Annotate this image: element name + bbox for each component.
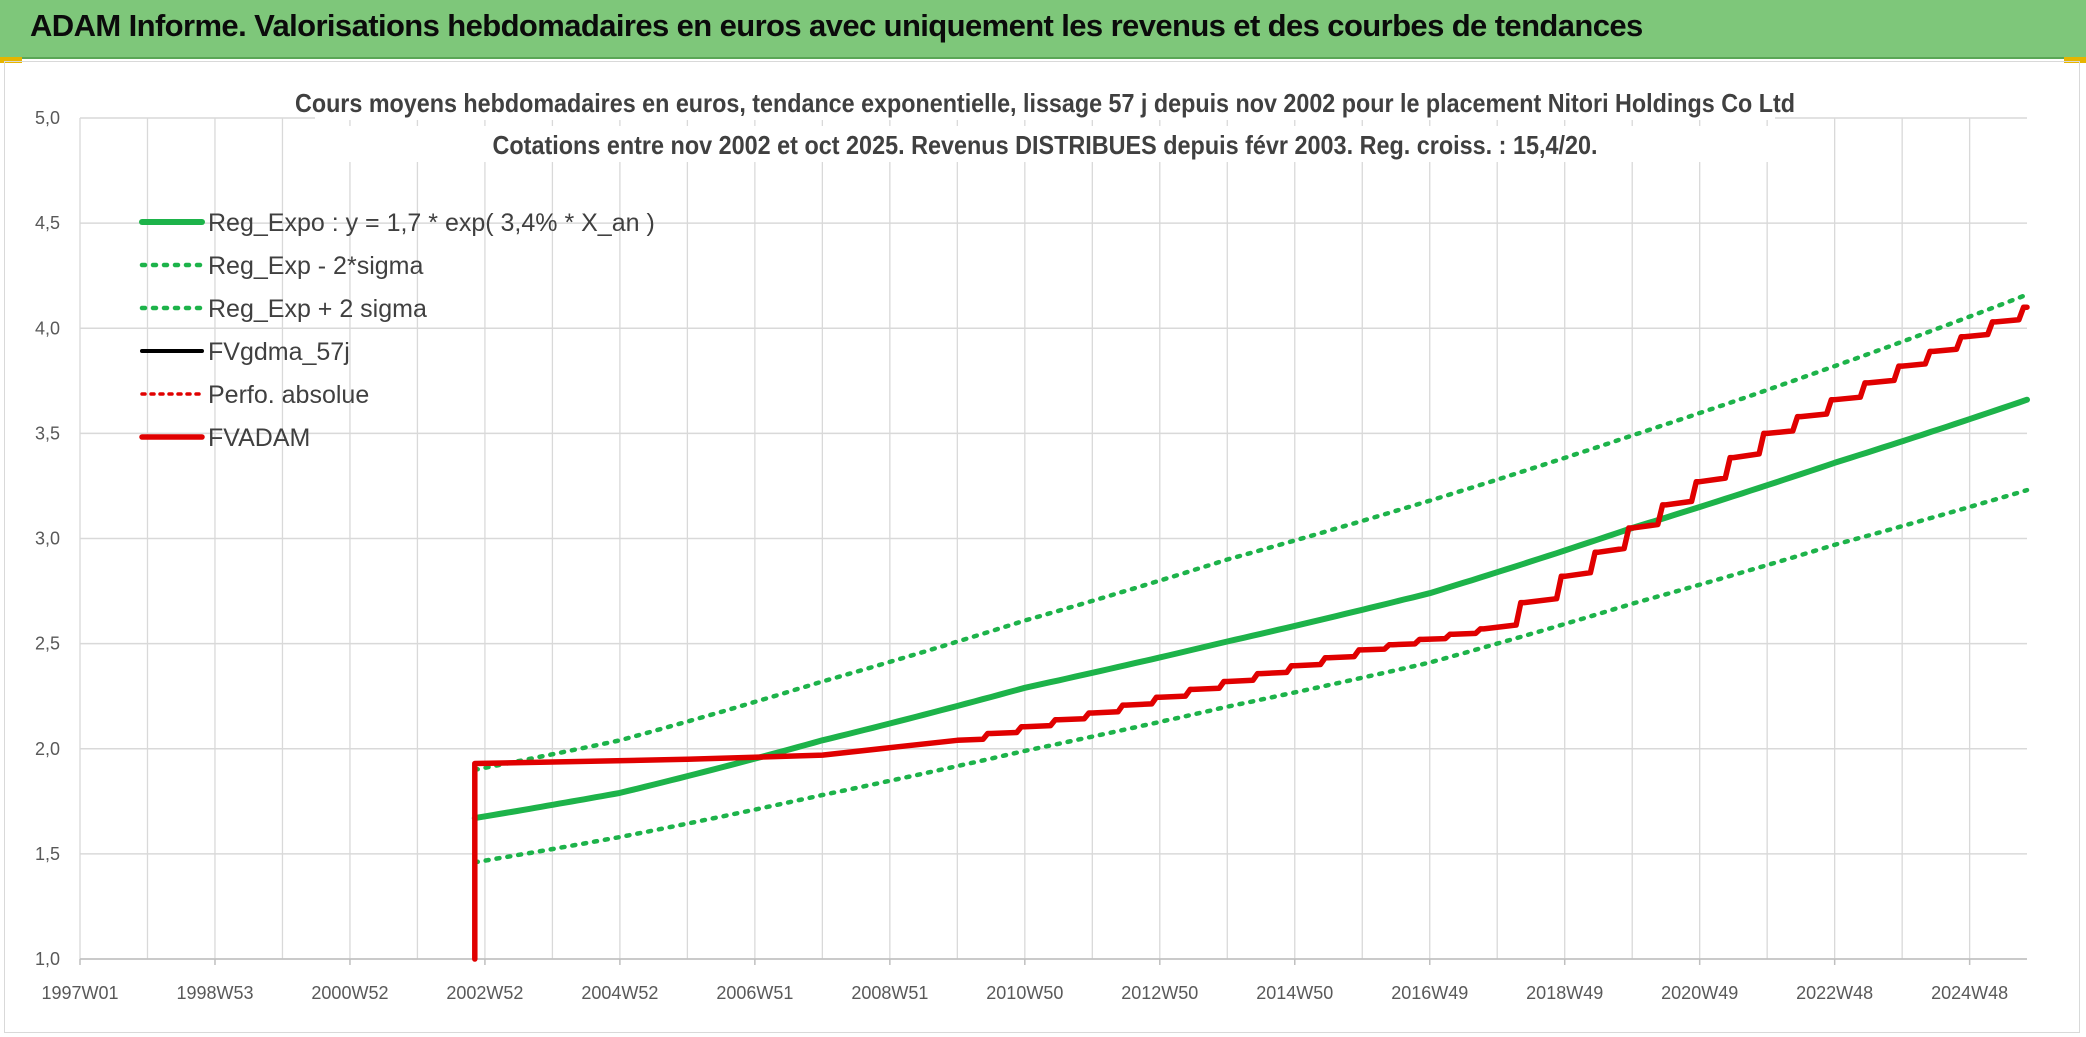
x-tick-label: 2012W50 <box>1121 983 1198 1003</box>
series-line <box>471 396 2030 822</box>
chart-title-line: Cours moyens hebdomadaires en euros, ten… <box>295 88 1795 118</box>
x-tick-label: 2020W49 <box>1661 983 1738 1003</box>
x-tick-label: 1998W53 <box>176 983 253 1003</box>
y-tick-label: 4,5 <box>35 213 60 233</box>
x-tick-label: 2008W51 <box>851 983 928 1003</box>
chart-title-line: Cotations entre nov 2002 et oct 2025. Re… <box>493 130 1598 160</box>
legend-label: Perfo. absolue <box>208 381 369 409</box>
title-bg <box>315 126 1775 162</box>
y-tick-label: 2,0 <box>35 739 60 759</box>
x-tick-label: 2024W48 <box>1931 983 2008 1003</box>
chart-title: Cours moyens hebdomadaires en euros, ten… <box>295 84 1795 162</box>
x-tick-label: 2000W52 <box>311 983 388 1003</box>
y-tick-label: 3,5 <box>35 423 60 443</box>
y-tick-label: 2,5 <box>35 634 60 654</box>
x-tick-label: 2022W48 <box>1796 983 1873 1003</box>
corner-mark-left <box>0 57 22 63</box>
x-tick-label: 1997W01 <box>41 983 118 1003</box>
legend-label: FVADAM <box>208 424 310 452</box>
legend-label: FVgdma_57j <box>208 338 350 366</box>
legend: Reg_Expo : y = 1,7 * exp( 3,4% * X_an ) R… <box>139 209 655 452</box>
x-tick-label: 2002W52 <box>446 983 523 1003</box>
y-tick-label: 1,5 <box>35 844 60 864</box>
series <box>471 292 2030 962</box>
chart-frame <box>4 61 2080 1033</box>
axes: 1,0 1,5 2,0 2,5 3,0 3,5 4,0 4,5 5,0 1997W01 1998W5… <box>35 108 2027 1003</box>
x-tick-label: 2014W50 <box>1256 983 1333 1003</box>
title-bg <box>315 84 1775 120</box>
legend-label: Reg_Exp + 2 sigma <box>208 295 427 323</box>
grid <box>79 117 2027 960</box>
legend-label: Reg_Exp - 2*sigma <box>208 252 423 280</box>
y-tick-label: 3,0 <box>35 529 60 549</box>
legend-label: Reg_Expo : y = 1,7 * exp( 3,4% * X_an ) <box>208 209 655 237</box>
series-line <box>472 304 2030 962</box>
x-tick-label: 2018W49 <box>1526 983 1603 1003</box>
series-line <box>472 292 2030 773</box>
x-tick-label: 2006W51 <box>716 983 793 1003</box>
header-banner: ADAM Informe. Valorisations hebdomadaire… <box>0 0 2086 59</box>
x-tick-label: 2016W49 <box>1391 983 1468 1003</box>
y-tick-label: 4,0 <box>35 318 60 338</box>
x-tick-label: 2010W50 <box>986 983 1063 1003</box>
corner-mark-right <box>2064 57 2086 63</box>
series-line <box>472 487 2030 865</box>
y-tick-label: 5,0 <box>35 108 60 128</box>
series-line <box>472 305 2029 766</box>
page-title: ADAM Informe. Valorisations hebdomadaire… <box>30 8 1643 43</box>
y-tick-label: 1,0 <box>35 949 60 969</box>
x-tick-label: 2004W52 <box>581 983 658 1003</box>
